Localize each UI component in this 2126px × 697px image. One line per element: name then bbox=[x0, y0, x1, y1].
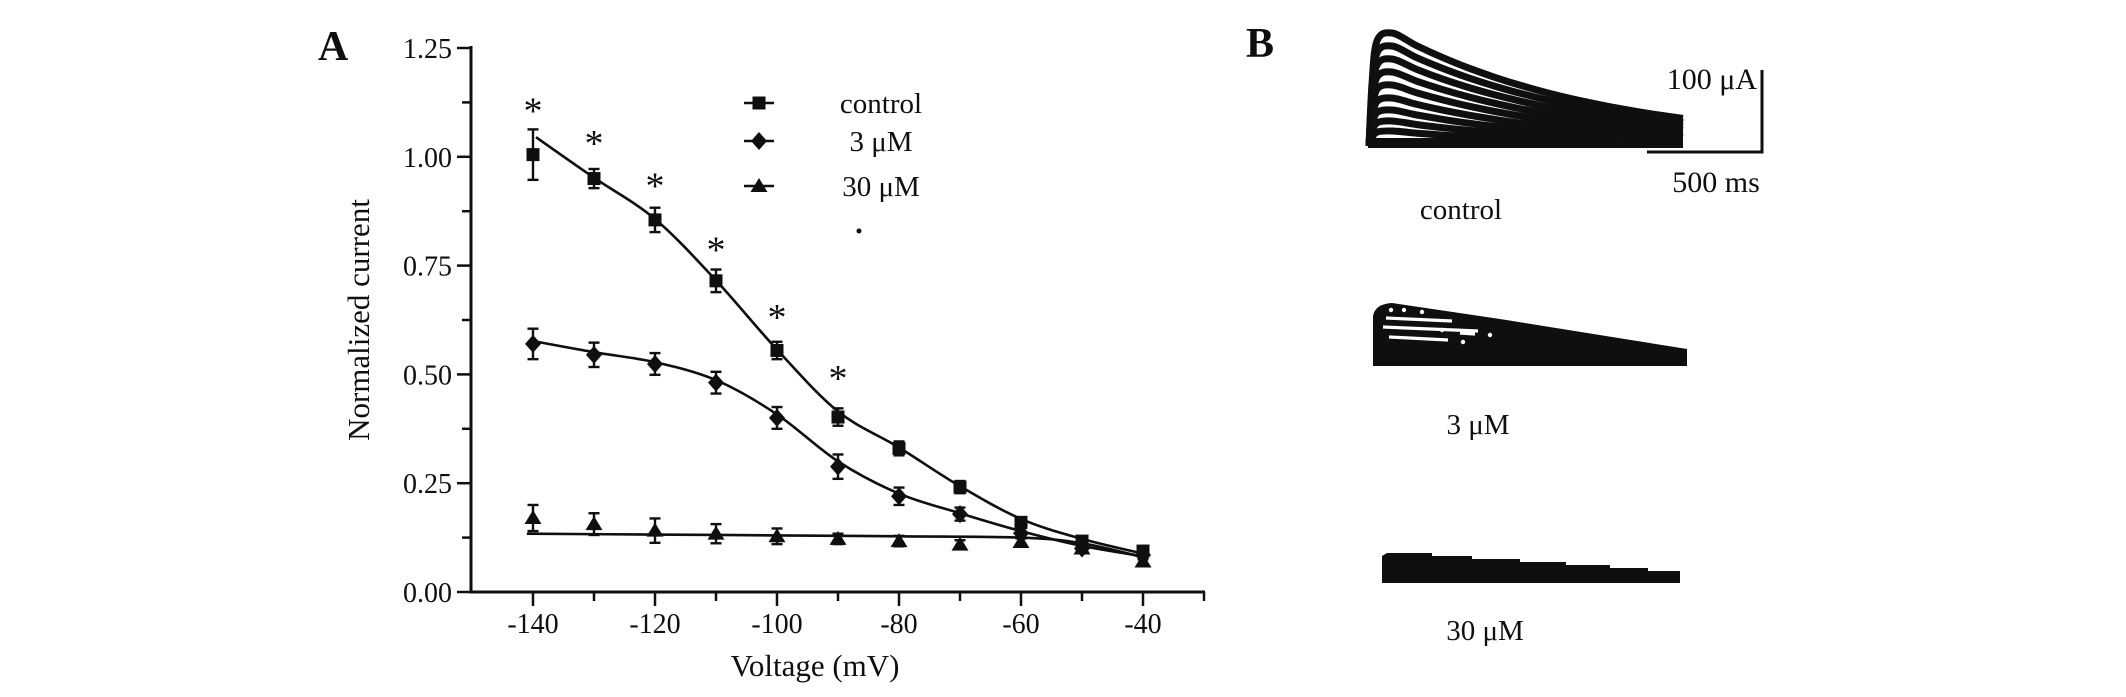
data-point-diamond bbox=[586, 345, 602, 364]
x-tick-label: -60 bbox=[1002, 609, 1039, 640]
data-point-triangle bbox=[646, 522, 664, 537]
y-tick-label: 0.50 bbox=[403, 360, 452, 391]
x-axis-title: Voltage (mV) bbox=[730, 648, 899, 683]
data-point-square bbox=[770, 343, 784, 357]
y-tick-label: 0.00 bbox=[403, 578, 452, 609]
y-tick-label: 0.75 bbox=[403, 252, 452, 283]
data-point-triangle bbox=[951, 536, 969, 551]
y-axis-title: Normalized current bbox=[341, 199, 376, 441]
legend-label: 3 μM bbox=[849, 126, 912, 158]
data-point-square bbox=[526, 148, 540, 162]
panel-a-axes: 1.25 1.00 0.75 0.50 0.25 0.00 -140 -120 -100 -80 -… bbox=[403, 34, 1206, 640]
data-point-square bbox=[648, 213, 662, 227]
data-point-diamond bbox=[708, 373, 724, 392]
x-tick-label: -140 bbox=[507, 609, 558, 640]
control-current-trace bbox=[1365, 81, 1684, 147]
trace-label-3um: 3 μM bbox=[1446, 409, 1509, 441]
significance-asterisk: * bbox=[646, 165, 665, 207]
panel-a-label: A bbox=[318, 24, 349, 70]
data-point-triangle bbox=[707, 525, 725, 540]
panel-a-fit-lines bbox=[526, 136, 1144, 559]
data-point-triangle bbox=[768, 528, 786, 543]
significance-asterisk: * bbox=[707, 230, 726, 272]
panel-a-data-points bbox=[524, 148, 1152, 568]
trace-bundle-3um bbox=[1373, 303, 1687, 366]
x-tick-label: -40 bbox=[1124, 609, 1161, 640]
data-point-diamond bbox=[1013, 524, 1029, 543]
legend-marker-diamond bbox=[751, 132, 767, 150]
legend-marker-square bbox=[752, 96, 766, 110]
panel-a-legend: control 3 μM 30 μM bbox=[744, 88, 922, 203]
x-tick-label: -100 bbox=[751, 609, 802, 640]
panel-a: A 1.25 1.00 0.75 0.50 0.25 0.00 -140 -120 -100 -8… bbox=[318, 24, 1206, 683]
data-point-triangle bbox=[1073, 540, 1091, 555]
data-point-square bbox=[953, 480, 967, 494]
x-tick-label: -80 bbox=[880, 609, 917, 640]
fit-line bbox=[535, 136, 1144, 555]
control-current-trace bbox=[1365, 29, 1684, 147]
trace-gaps-3um bbox=[1382, 316, 1479, 342]
data-point-square bbox=[892, 441, 906, 455]
control-current-trace bbox=[1365, 68, 1684, 147]
trace-label-control: control bbox=[1420, 194, 1502, 226]
control-trace-bundle bbox=[1365, 29, 1684, 148]
data-point-diamond bbox=[830, 457, 846, 476]
trace-label-30um: 30 μM bbox=[1446, 615, 1524, 647]
data-point-square bbox=[1014, 515, 1028, 529]
panel-a-significance-asterisks: * * * * * * bbox=[524, 90, 848, 400]
scale-current-label: 100 μA bbox=[1667, 63, 1758, 96]
data-point-square bbox=[587, 172, 601, 186]
legend-label: control bbox=[840, 88, 922, 120]
control-current-trace bbox=[1365, 55, 1684, 147]
stray-dot-mark bbox=[856, 228, 862, 234]
data-point-triangle bbox=[524, 510, 542, 525]
significance-asterisk: * bbox=[524, 90, 543, 132]
y-tick-label: 0.25 bbox=[403, 469, 452, 500]
trace-wedge-30um bbox=[1382, 553, 1680, 583]
y-tick-label: 1.25 bbox=[403, 34, 452, 65]
trace-wedge-3um bbox=[1373, 303, 1687, 366]
control-current-trace bbox=[1365, 42, 1684, 147]
data-point-triangle bbox=[1134, 553, 1152, 568]
control-trace-baseline bbox=[1368, 138, 1683, 148]
data-point-triangle bbox=[890, 533, 908, 548]
significance-asterisk: * bbox=[829, 358, 848, 400]
panel-b-label: B bbox=[1246, 21, 1274, 67]
scale-time-label: 500 ms bbox=[1672, 166, 1760, 199]
legend-label: 30 μM bbox=[842, 171, 920, 203]
x-tick-label: -120 bbox=[629, 609, 680, 640]
data-point-square bbox=[831, 410, 845, 424]
data-point-square bbox=[709, 274, 723, 288]
data-point-diamond bbox=[952, 505, 968, 524]
data-point-triangle bbox=[1012, 533, 1030, 548]
data-point-diamond bbox=[769, 408, 785, 427]
data-point-triangle bbox=[585, 516, 603, 531]
significance-asterisk: * bbox=[768, 297, 787, 339]
legend-marker-triangle bbox=[750, 178, 768, 192]
trace-dots-3um bbox=[1388, 307, 1493, 345]
data-point-diamond bbox=[647, 354, 663, 373]
scale-bar-bracket bbox=[1647, 70, 1764, 154]
data-point-triangle bbox=[829, 530, 847, 545]
data-point-diamond bbox=[525, 334, 541, 353]
significance-asterisk: * bbox=[585, 123, 604, 165]
panel-b: B bbox=[1246, 21, 1764, 647]
y-tick-label: 1.00 bbox=[403, 143, 452, 174]
data-point-diamond bbox=[891, 487, 907, 506]
